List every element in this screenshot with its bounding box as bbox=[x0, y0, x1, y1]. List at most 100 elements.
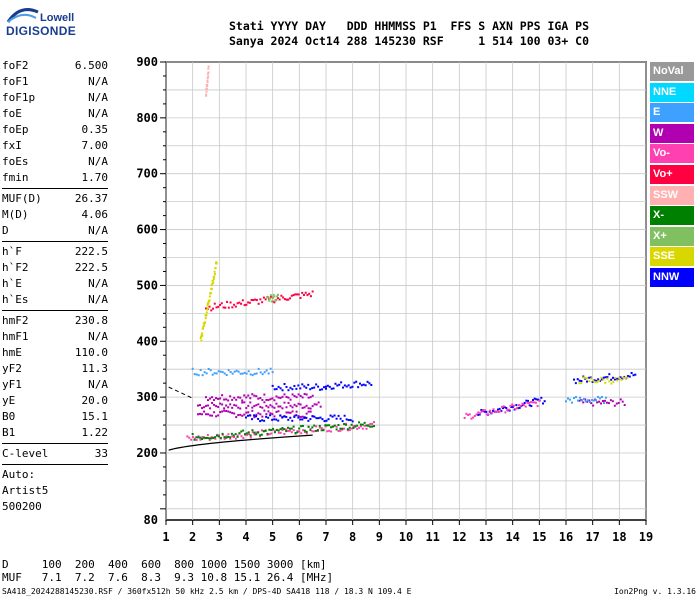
trace-point-w bbox=[582, 401, 585, 404]
trace-point-e bbox=[225, 374, 228, 377]
trace-point-e bbox=[271, 371, 274, 374]
trace-point-e bbox=[263, 371, 266, 374]
trace-point-ssw bbox=[207, 75, 210, 78]
trace-point-w bbox=[584, 398, 587, 401]
trace-point-w bbox=[596, 401, 599, 404]
trace-point-vo- bbox=[229, 301, 232, 304]
trace-point-nnw bbox=[606, 376, 609, 379]
trace-point-vo- bbox=[255, 431, 258, 434]
trace-point-e bbox=[603, 402, 605, 405]
trace-point-vo- bbox=[478, 412, 481, 415]
trace-point-x- bbox=[210, 437, 213, 440]
trace-point-nnw bbox=[512, 405, 514, 408]
trace-point-x- bbox=[217, 435, 220, 438]
trace-point-w bbox=[243, 394, 246, 397]
param-row: foEp 0.35 bbox=[2, 122, 108, 138]
trace-point-nnw bbox=[309, 388, 312, 391]
footer-version: Ion2Png v. 1.3.16 bbox=[614, 587, 696, 596]
trace-point-w bbox=[235, 398, 238, 401]
trace-point-x- bbox=[219, 436, 222, 439]
trace-point-ssw bbox=[205, 93, 207, 96]
trace-point-w bbox=[239, 413, 242, 416]
trace-point-x- bbox=[221, 432, 224, 435]
trace-point-e bbox=[205, 372, 208, 375]
trace-point-sse bbox=[604, 381, 607, 384]
trace-point-ssw bbox=[206, 79, 209, 82]
trace-point-nnw bbox=[313, 415, 316, 418]
trace-point-vo- bbox=[538, 399, 541, 402]
y-tick-label: 400 bbox=[136, 334, 158, 348]
trace-point-sse bbox=[598, 379, 601, 382]
trace-point-e bbox=[255, 372, 258, 375]
trace-point-w bbox=[207, 399, 210, 402]
trace-point-w bbox=[215, 415, 218, 418]
trace-point-vo- bbox=[213, 302, 216, 305]
trace-point-e bbox=[213, 372, 216, 375]
trace-point-w bbox=[291, 406, 294, 409]
autoscaling-info: Auto: Artist5 500200 bbox=[2, 467, 108, 515]
trace-point-w bbox=[588, 399, 591, 402]
trace-point-x- bbox=[275, 429, 278, 432]
trace-point-w bbox=[267, 406, 270, 409]
param-value: 11.3 bbox=[81, 362, 109, 375]
trace-point-ssw bbox=[207, 71, 210, 74]
trace-point-x- bbox=[279, 428, 282, 431]
trace-point-x- bbox=[305, 430, 308, 433]
trace-point-vo- bbox=[190, 438, 193, 441]
x-tick-label: 9 bbox=[376, 530, 383, 544]
trace-point-w bbox=[199, 412, 202, 415]
trace-point-vo- bbox=[534, 401, 537, 404]
trace-point-nnw bbox=[273, 418, 276, 421]
trace-point-vo- bbox=[467, 413, 470, 416]
trace-point-e bbox=[215, 372, 218, 375]
trace-point-vo- bbox=[253, 433, 256, 436]
param-value: 1.22 bbox=[81, 426, 109, 439]
trace-point-vo- bbox=[257, 302, 260, 305]
trace-point-vo- bbox=[231, 435, 234, 438]
y-tick-label: 800 bbox=[136, 111, 158, 125]
trace-point-nnw bbox=[591, 380, 594, 383]
trace-point-w bbox=[289, 398, 292, 401]
trace-point-w bbox=[241, 399, 244, 402]
trace-point-vo- bbox=[296, 430, 299, 433]
trace-point-vo- bbox=[511, 403, 514, 406]
legend-item: Vo- bbox=[650, 144, 694, 164]
trace-point-vo- bbox=[233, 303, 236, 306]
y-tick-label: 200 bbox=[136, 446, 158, 460]
trace-point-x- bbox=[199, 436, 202, 439]
fitted-trace-dashed bbox=[168, 386, 193, 399]
x-tick-label: 16 bbox=[559, 530, 573, 544]
trace-point-vo- bbox=[276, 297, 279, 300]
trace-point-nnw bbox=[338, 383, 341, 386]
trace-point-x- bbox=[191, 433, 194, 436]
trace-point-nnw bbox=[281, 389, 284, 392]
trace-point-nnw bbox=[370, 383, 373, 386]
trace-point-vo- bbox=[475, 413, 478, 416]
param-row: hmE 110.0 bbox=[2, 345, 108, 361]
trace-point-nnw bbox=[307, 419, 310, 422]
trace-point-x- bbox=[369, 425, 372, 428]
params-separator bbox=[2, 310, 108, 311]
trace-point-vo- bbox=[234, 305, 237, 308]
trace-point-sse bbox=[200, 335, 203, 338]
trace-point-vo- bbox=[208, 305, 211, 308]
trace-point-w bbox=[261, 415, 264, 418]
trace-point-w bbox=[303, 406, 306, 409]
header-row2: Sanya 2024 Oct14 288 145230 RSF 1 514 10… bbox=[229, 34, 590, 48]
trace-point-w bbox=[617, 401, 620, 404]
trace-point-vo- bbox=[502, 405, 505, 408]
trace-point-nnw bbox=[351, 385, 354, 388]
trace-point-x- bbox=[258, 434, 261, 437]
x-tick-label: 17 bbox=[585, 530, 599, 544]
trace-point-nnw bbox=[522, 403, 524, 406]
trace-point-w bbox=[231, 411, 234, 414]
trace-point-e bbox=[589, 401, 591, 404]
trace-point-x- bbox=[193, 438, 196, 441]
trace-point-vo- bbox=[282, 296, 285, 299]
param-row: foF1p N/A bbox=[2, 90, 108, 106]
trace-point-nnw bbox=[351, 420, 354, 423]
trace-point-nnw bbox=[271, 418, 274, 421]
footer-credits: SA418_2024288145230.RSF / 360fx512h 50 k… bbox=[2, 587, 412, 596]
trace-point-nnw bbox=[303, 416, 306, 419]
trace-point-vo- bbox=[250, 299, 253, 302]
